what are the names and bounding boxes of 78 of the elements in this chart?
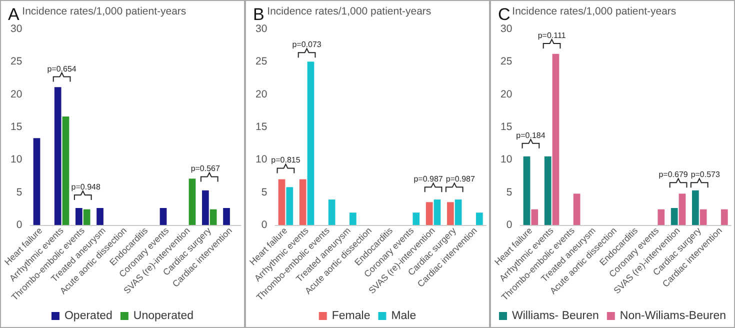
legend-label: Operated — [64, 310, 112, 322]
bar — [188, 178, 196, 225]
annotation: p=0.184 — [516, 130, 546, 140]
y-tick-label: 10 — [500, 154, 512, 166]
bar — [658, 209, 665, 225]
bar — [434, 200, 441, 225]
y-tick-label: 5 — [16, 186, 22, 198]
annotation: p=0.654 — [47, 64, 77, 74]
bar — [552, 54, 560, 225]
bar — [75, 208, 82, 225]
bar — [96, 208, 104, 225]
y-tick-label: 25 — [10, 56, 22, 68]
y-tick-label: 25 — [500, 56, 512, 68]
y-tick-label: 0 — [261, 219, 268, 231]
bar — [278, 179, 286, 225]
y-tick-label: 5 — [261, 186, 268, 198]
annotation: p=0.679 — [658, 170, 688, 180]
bar — [33, 138, 40, 225]
bar — [426, 202, 433, 225]
bar — [670, 208, 678, 225]
bar — [454, 200, 462, 225]
bar — [678, 194, 686, 225]
chart-title: A — [8, 5, 20, 24]
y-tick-label: 0 — [16, 219, 22, 231]
bar — [54, 87, 62, 225]
y-tick-label: 10 — [10, 154, 22, 166]
y-tick-label: 25 — [255, 56, 268, 68]
y-tick-label: 30 — [255, 23, 268, 35]
y-tick-label: 20 — [10, 88, 22, 100]
chart-title: C — [498, 5, 510, 24]
bar — [202, 190, 209, 225]
bar — [523, 156, 530, 225]
legend-label: Williams- Beuren — [512, 310, 599, 322]
bar — [160, 208, 167, 225]
y-tick-label: 15 — [255, 121, 268, 133]
annotation: p=0.987 — [446, 174, 476, 184]
y-axis-title: Incidence rates/1,000 patient-years — [512, 6, 676, 18]
bar — [531, 209, 538, 225]
legend-label: Non-Wiliams-Beuren — [620, 310, 726, 322]
y-tick-label: 15 — [500, 121, 512, 133]
bar — [328, 200, 336, 225]
bar — [476, 212, 483, 225]
bar — [692, 190, 699, 225]
y-tick-label: 5 — [506, 186, 512, 198]
bar — [573, 194, 580, 225]
legend-label: Unoperated — [133, 310, 194, 322]
bar — [210, 209, 217, 225]
y-tick-label: 15 — [10, 121, 22, 133]
legend-label: Female — [332, 310, 370, 322]
bar — [299, 179, 306, 225]
y-tick-label: 20 — [255, 88, 268, 100]
y-axis-title: Incidence rates/1,000 patient-years — [267, 6, 432, 18]
y-tick-label: 30 — [10, 23, 22, 35]
legend-label: Male — [391, 310, 416, 322]
y-axis-title: Incidence rates/1,000 patient-years — [22, 6, 186, 18]
bar — [286, 187, 294, 225]
annotation: p=0.567 — [190, 164, 220, 174]
bar — [446, 202, 454, 225]
bar — [720, 209, 728, 225]
bar — [83, 209, 90, 225]
y-tick-label: 20 — [500, 88, 512, 100]
bar — [62, 116, 70, 225]
bar — [307, 62, 314, 225]
bar — [412, 212, 420, 225]
bar — [349, 212, 356, 225]
annotation: p=0.111 — [538, 30, 566, 40]
bar — [223, 208, 230, 225]
annotation: p=0.948 — [71, 182, 101, 192]
y-tick-label: 30 — [500, 23, 512, 35]
annotation: p=0.815 — [271, 156, 301, 165]
chart-title: B — [253, 5, 264, 24]
bar — [700, 209, 707, 225]
y-tick-label: 10 — [255, 154, 268, 166]
bar — [544, 156, 552, 225]
y-tick-label: 0 — [506, 219, 512, 231]
annotation: p=0.573 — [690, 170, 720, 180]
annotation: p=0.987 — [414, 174, 444, 184]
annotation: p=0.073 — [292, 40, 322, 50]
